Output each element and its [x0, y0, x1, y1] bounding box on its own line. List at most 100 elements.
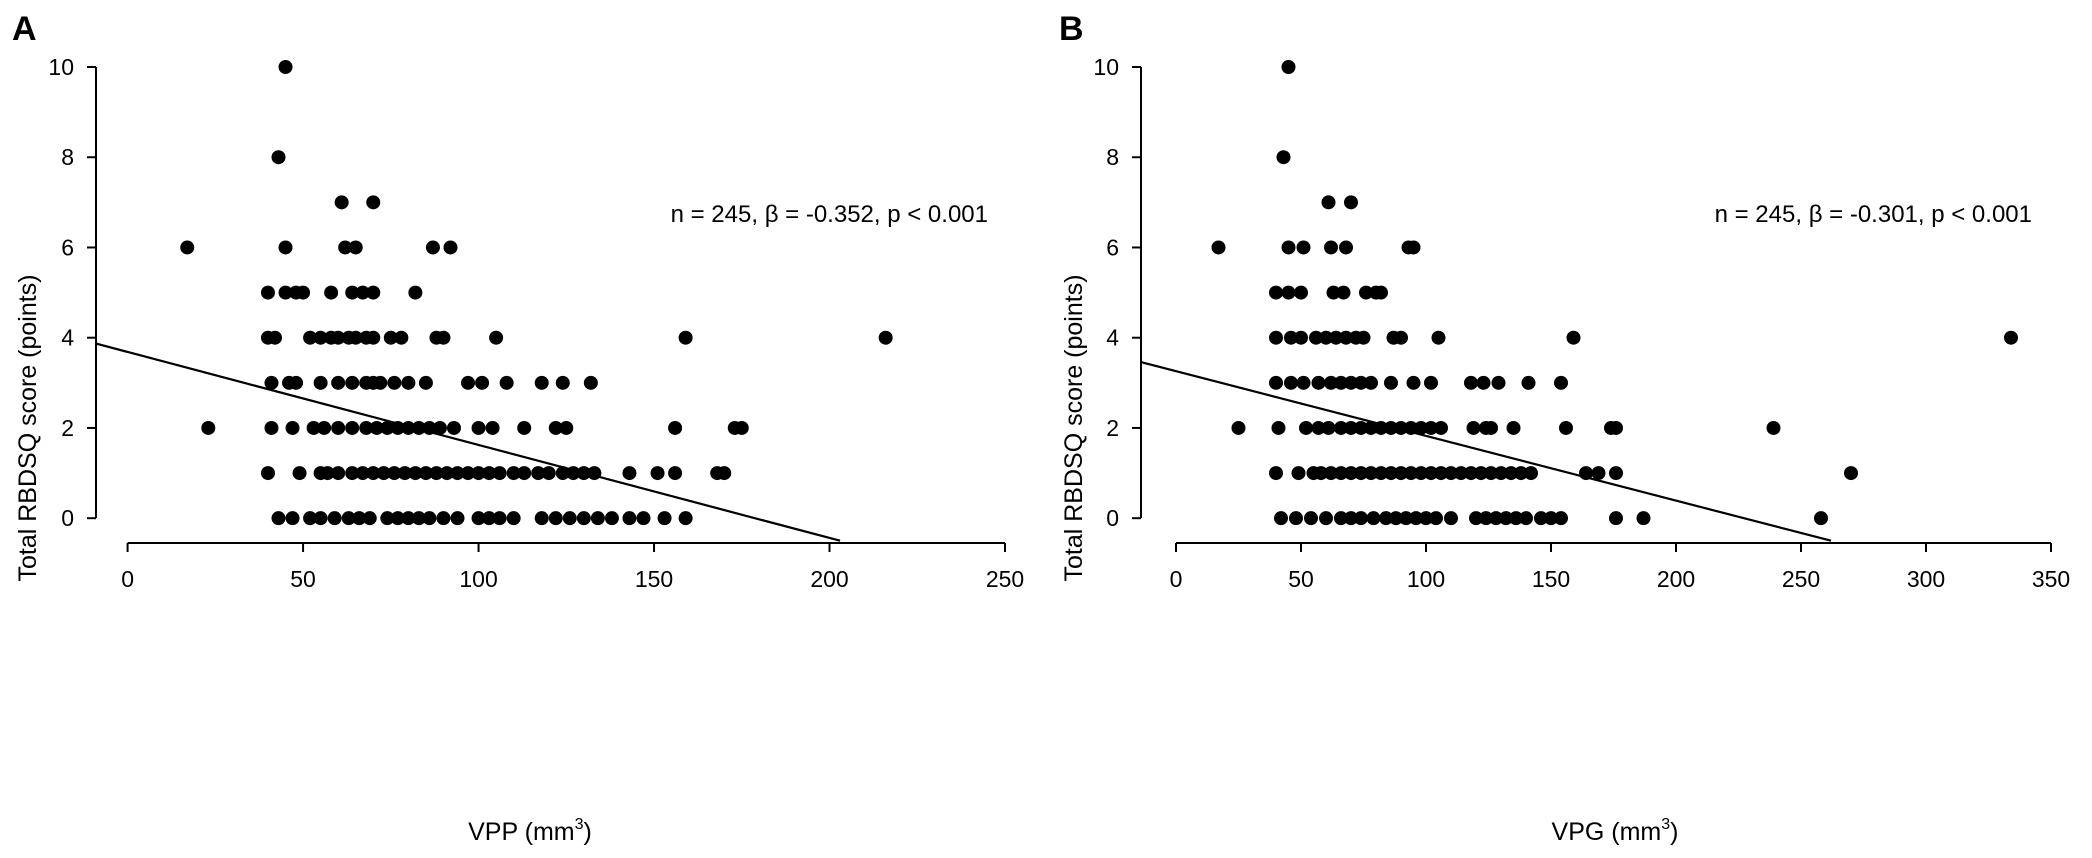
- panel-b-data-point: [1321, 195, 1336, 210]
- panel-b-data-point: [1444, 466, 1458, 481]
- panel-a-data-point: [401, 375, 416, 390]
- panel-b-data-point: [1329, 330, 1343, 345]
- panel-b-data-point: [1374, 420, 1388, 435]
- panel-a-data-point: [534, 375, 549, 390]
- panel-b-y-tick-label: 2: [1106, 415, 1119, 441]
- panel-b-data-point: [1504, 466, 1518, 481]
- panel-a-data-point: [590, 511, 605, 526]
- panel-b-data-point: [1469, 511, 1483, 526]
- panel-b-data-point: [1344, 420, 1358, 435]
- panel-a-data-point: [583, 375, 598, 390]
- panel-a-data-point: [369, 420, 384, 435]
- panel-b-x-tick-label: 150: [1532, 566, 1570, 592]
- panel-a-data-point: [408, 466, 423, 481]
- panel-b-data-point: [1334, 375, 1348, 390]
- panel-a-data-point: [492, 466, 507, 481]
- panel-b-data-point: [1419, 511, 1433, 526]
- panel-a-data-point: [345, 466, 360, 481]
- panel-a-data-point: [271, 150, 286, 165]
- panel-b-data-point: [1406, 375, 1421, 390]
- panel-a-data-point: [668, 466, 683, 481]
- panel-a-data-point: [390, 420, 405, 435]
- panel-a-data-point: [604, 511, 619, 526]
- panel-a-data-point: [334, 195, 349, 210]
- panel-a-data-point: [439, 466, 454, 481]
- panel-b-data-point: [1389, 511, 1403, 526]
- panel-a-data-point: [482, 466, 497, 481]
- panel-b-data-point: [1521, 375, 1536, 390]
- panel-b-data-point: [1336, 285, 1351, 300]
- panel-b-x-tick-label: 0: [1170, 566, 1183, 592]
- panel-b-x-tick-label: 100: [1407, 566, 1445, 592]
- panel-a-data-point: [541, 466, 556, 481]
- panel-a-data-point: [296, 285, 311, 300]
- panel-a-data-point: [517, 420, 532, 435]
- panel-a-data-point: [267, 330, 282, 345]
- panel-a-data-point: [383, 330, 398, 345]
- panel-a-data-point: [387, 466, 402, 481]
- panel-a-data-point: [380, 420, 395, 435]
- panel-a-letter: A: [12, 10, 37, 48]
- panel-a-data-point: [450, 511, 465, 526]
- panel-b-data-point: [1484, 420, 1498, 435]
- panel-a-data-point: [668, 420, 683, 435]
- panel-b-x-tick-label: 250: [1782, 566, 1820, 592]
- panel-b-data-point: [1554, 511, 1568, 526]
- panel-b-data-point: [1294, 330, 1308, 345]
- panel-a-data-point: [313, 330, 328, 345]
- panel-b-data-point: [1464, 375, 1478, 390]
- panel-a-x-axis-title-text: VPP (mm: [468, 818, 575, 846]
- panel-b-data-point: [1484, 466, 1498, 481]
- panel-b-x-axis-title-text: VPG (mm: [1552, 818, 1662, 846]
- panel-a-regression-line: [95, 342, 841, 542]
- panel-a-data-point: [306, 420, 321, 435]
- panel-a-data-point: [366, 330, 381, 345]
- panel-b-data-point: [1509, 511, 1523, 526]
- panel-b-data-point: [1394, 330, 1408, 345]
- panel-a-data-point: [331, 330, 346, 345]
- panel-a-data-point: [278, 240, 293, 255]
- panel-b-data-point: [1404, 466, 1418, 481]
- panel-a-data-point: [471, 511, 486, 526]
- panel-b-data-point: [1274, 511, 1288, 526]
- panel-a-x-axis-title-superscript: 3: [575, 816, 584, 833]
- panel-b-data-point: [1276, 150, 1291, 165]
- panel-a-data-point: [482, 511, 497, 526]
- panel-a-data-point: [422, 420, 437, 435]
- panel-b-x-axis-title: VPG (mm3): [1552, 816, 1679, 846]
- panel-b-data-point: [1334, 466, 1348, 481]
- panel-b-data-point: [1289, 511, 1303, 526]
- panel-a-data-point: [341, 511, 356, 526]
- panel-a-data-point: [331, 466, 346, 481]
- panel-a-data-point: [446, 420, 461, 435]
- panel-a-data-point: [429, 466, 444, 481]
- panel-b-data-point: [1379, 511, 1393, 526]
- panel-b-data-point: [1334, 511, 1348, 526]
- panel-b-data-point: [1434, 420, 1448, 435]
- panel-a-data-point: [562, 511, 577, 526]
- panel-b-data-point: [1374, 466, 1388, 481]
- panel-b-data-point: [1359, 285, 1373, 300]
- panel-a-data-point: [401, 420, 416, 435]
- panel-a-data-point: [717, 466, 732, 481]
- panel-b-data-point: [1544, 511, 1558, 526]
- panel-b-data-point: [1409, 511, 1423, 526]
- panel-a-data-point: [278, 60, 293, 74]
- panel-b-data-point: [1326, 285, 1341, 300]
- panel-b-y-tick-label: 4: [1106, 325, 1119, 351]
- panel-b-data-point: [1344, 195, 1358, 210]
- panel-a-data-point: [366, 466, 381, 481]
- panel-b-data-point: [1424, 466, 1438, 481]
- panel-a-data-point: [678, 511, 693, 526]
- panel-a-data-point: [359, 420, 374, 435]
- panel-b-letter: B: [1059, 10, 1084, 48]
- panel-a-data-point: [443, 240, 458, 255]
- panel-a-x-axis-title-end: ): [584, 818, 592, 846]
- panel-a-data-point: [345, 420, 360, 435]
- panel-a-y-tick-label: 6: [61, 234, 74, 260]
- panel-a-data-point: [331, 420, 346, 435]
- panel-a-data-point: [292, 466, 307, 481]
- panel-b-y-tick-label: 8: [1106, 144, 1119, 170]
- panel-b-data-point: [1474, 466, 1488, 481]
- panel-b-x-tick-label: 200: [1657, 566, 1695, 592]
